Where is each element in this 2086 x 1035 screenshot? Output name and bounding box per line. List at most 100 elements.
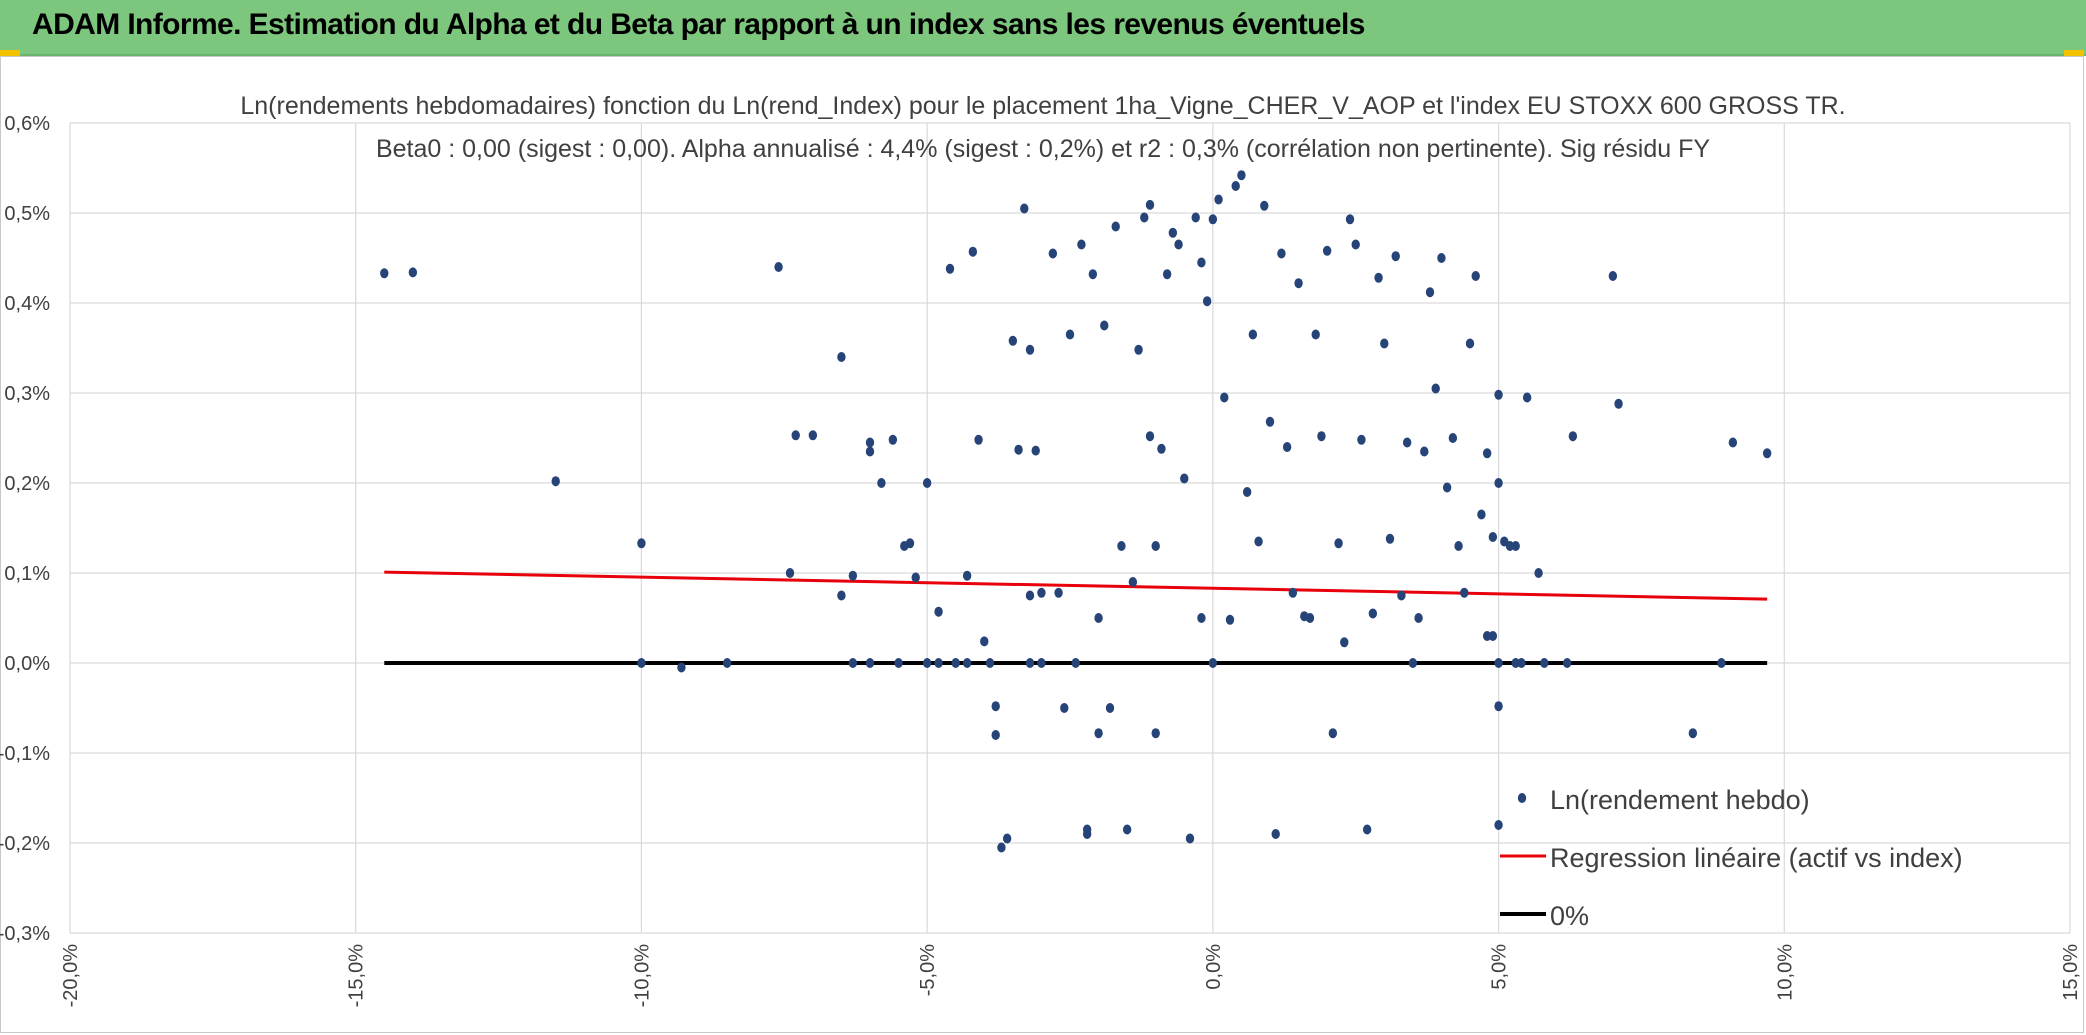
legend-label: 0% <box>1550 901 1589 931</box>
scatter-point <box>1465 338 1475 349</box>
header-banner: ADAM Informe. Estimation du Alpha et du … <box>0 0 2086 56</box>
scatter-point <box>974 434 983 445</box>
scatter-point <box>1522 392 1532 403</box>
scatter-point <box>997 842 1006 853</box>
scatter-point <box>1145 199 1155 210</box>
scatter-point <box>1168 227 1178 238</box>
scatter-point <box>1688 728 1698 739</box>
scatter-point <box>1482 631 1492 641</box>
scatter-point <box>934 658 943 668</box>
scatter-point <box>1197 257 1206 268</box>
scatter-point <box>1614 398 1623 409</box>
scatter-point <box>1762 448 1772 459</box>
y-tick-label: 0,4% <box>4 293 50 315</box>
scatter-point <box>1402 437 1412 448</box>
scatter-point <box>922 658 932 668</box>
scatter-point <box>1002 833 1012 844</box>
scatter-point <box>865 437 875 448</box>
scatter-point <box>894 658 903 668</box>
scatter-point <box>1277 248 1286 259</box>
corner-marker-right <box>2064 50 2084 56</box>
scatter-point <box>1157 443 1166 454</box>
scatter-point <box>1454 541 1463 551</box>
scatter-point <box>945 263 955 274</box>
scatter-point <box>1117 541 1126 551</box>
chart-frame <box>0 56 2084 1033</box>
scatter-point <box>1271 829 1280 839</box>
scatter-point <box>1391 251 1400 262</box>
scatter-point <box>1717 658 1726 668</box>
scatter-point <box>968 246 978 257</box>
scatter-point <box>1425 287 1435 298</box>
scatter-point <box>1345 214 1355 225</box>
scatter-point <box>837 590 846 601</box>
scatter-point <box>1037 658 1046 668</box>
scatter-point <box>677 662 686 673</box>
x-tick-label: 15,0% <box>2060 944 2082 1001</box>
scatter-point <box>888 434 898 445</box>
scatter-point <box>1305 613 1315 623</box>
scatter-point <box>877 478 886 488</box>
regression-line <box>384 570 1768 601</box>
scatter-point <box>1294 278 1303 289</box>
legend-marker-scatter <box>1517 793 1527 803</box>
scatter-point <box>1111 221 1120 232</box>
scatter-point <box>962 570 972 581</box>
scatter-point <box>1351 239 1360 250</box>
scatter-point <box>980 636 989 647</box>
scatter-point <box>1437 253 1446 263</box>
x-tick-label: -5,0% <box>917 944 939 996</box>
scatter-point <box>1362 824 1372 835</box>
scatter-point <box>1082 829 1092 839</box>
scatter-point <box>1397 590 1406 601</box>
scatter-point <box>865 446 875 457</box>
y-tick-label: 0,5% <box>4 203 50 225</box>
scatter-point <box>380 268 389 279</box>
scatter-point <box>1088 269 1098 280</box>
scatter-point <box>1191 212 1200 223</box>
scatter-point <box>1368 608 1378 619</box>
scatter-point <box>1477 509 1486 520</box>
scatter-point <box>1385 533 1395 544</box>
scatter-point <box>1728 437 1738 448</box>
scatter-point <box>1208 658 1218 668</box>
scatter-point <box>1225 614 1235 625</box>
scatter-point <box>1122 824 1132 835</box>
scatter-point <box>1025 590 1035 601</box>
chart-subtitle: Beta0 : 0,00 (sigest : 0,00). Alpha annu… <box>376 135 1710 163</box>
scatter-point <box>1094 728 1103 739</box>
scatter-point <box>1031 445 1040 456</box>
scatter-point <box>1322 245 1332 256</box>
scatter-point <box>1048 248 1058 259</box>
scatter-point <box>1151 541 1160 551</box>
y-tick-label: 0,3% <box>4 383 50 405</box>
scatter-point <box>1265 416 1275 427</box>
scatter-point <box>1420 446 1429 457</box>
scatter-point <box>1494 701 1503 712</box>
scatter-point <box>1534 568 1543 578</box>
scatter-point <box>1060 703 1069 713</box>
scatter-point <box>1151 728 1160 739</box>
scatter-point <box>808 430 818 441</box>
scatter-point <box>1380 338 1389 349</box>
scatter-point <box>1214 194 1223 205</box>
scatter-point <box>1511 541 1520 551</box>
scatter-point <box>1460 587 1469 598</box>
y-tick-label: 0,6% <box>4 113 50 135</box>
scatter-point <box>1374 272 1383 283</box>
scatter-point <box>785 568 795 578</box>
data-marks <box>380 170 1772 853</box>
scatter-point <box>637 538 646 549</box>
scatter-point <box>991 701 1000 712</box>
scatter-point <box>1282 442 1292 452</box>
scatter-point <box>1100 320 1109 331</box>
scatter-point <box>1442 482 1452 493</box>
y-tick-label: 0,1% <box>4 563 50 585</box>
scatter-point <box>1254 536 1263 547</box>
scatter-point <box>1065 329 1075 340</box>
scatter-point <box>1202 296 1212 307</box>
scatter-point <box>1054 587 1063 598</box>
scatter-point <box>1020 203 1029 214</box>
y-tick-label: 0,2% <box>4 473 50 495</box>
